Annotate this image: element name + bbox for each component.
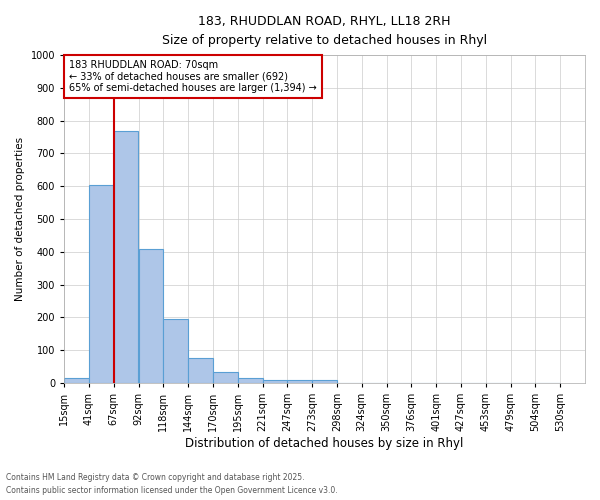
Title: 183, RHUDDLAN ROAD, RHYL, LL18 2RH
Size of property relative to detached houses : 183, RHUDDLAN ROAD, RHYL, LL18 2RH Size … bbox=[162, 15, 487, 47]
Bar bbox=[312, 380, 337, 383]
Bar bbox=[64, 378, 89, 383]
Text: Contains HM Land Registry data © Crown copyright and database right 2025.
Contai: Contains HM Land Registry data © Crown c… bbox=[6, 474, 338, 495]
X-axis label: Distribution of detached houses by size in Rhyl: Distribution of detached houses by size … bbox=[185, 437, 464, 450]
Y-axis label: Number of detached properties: Number of detached properties bbox=[15, 137, 25, 301]
Bar bbox=[263, 380, 287, 383]
Bar bbox=[287, 380, 312, 383]
Text: 183 RHUDDLAN ROAD: 70sqm
← 33% of detached houses are smaller (692)
65% of semi-: 183 RHUDDLAN ROAD: 70sqm ← 33% of detach… bbox=[69, 60, 317, 93]
Bar bbox=[238, 378, 263, 383]
Bar bbox=[139, 248, 163, 383]
Bar bbox=[163, 319, 188, 383]
Bar bbox=[188, 358, 213, 383]
Bar bbox=[89, 184, 113, 383]
Bar bbox=[213, 372, 238, 383]
Bar bbox=[113, 130, 139, 383]
